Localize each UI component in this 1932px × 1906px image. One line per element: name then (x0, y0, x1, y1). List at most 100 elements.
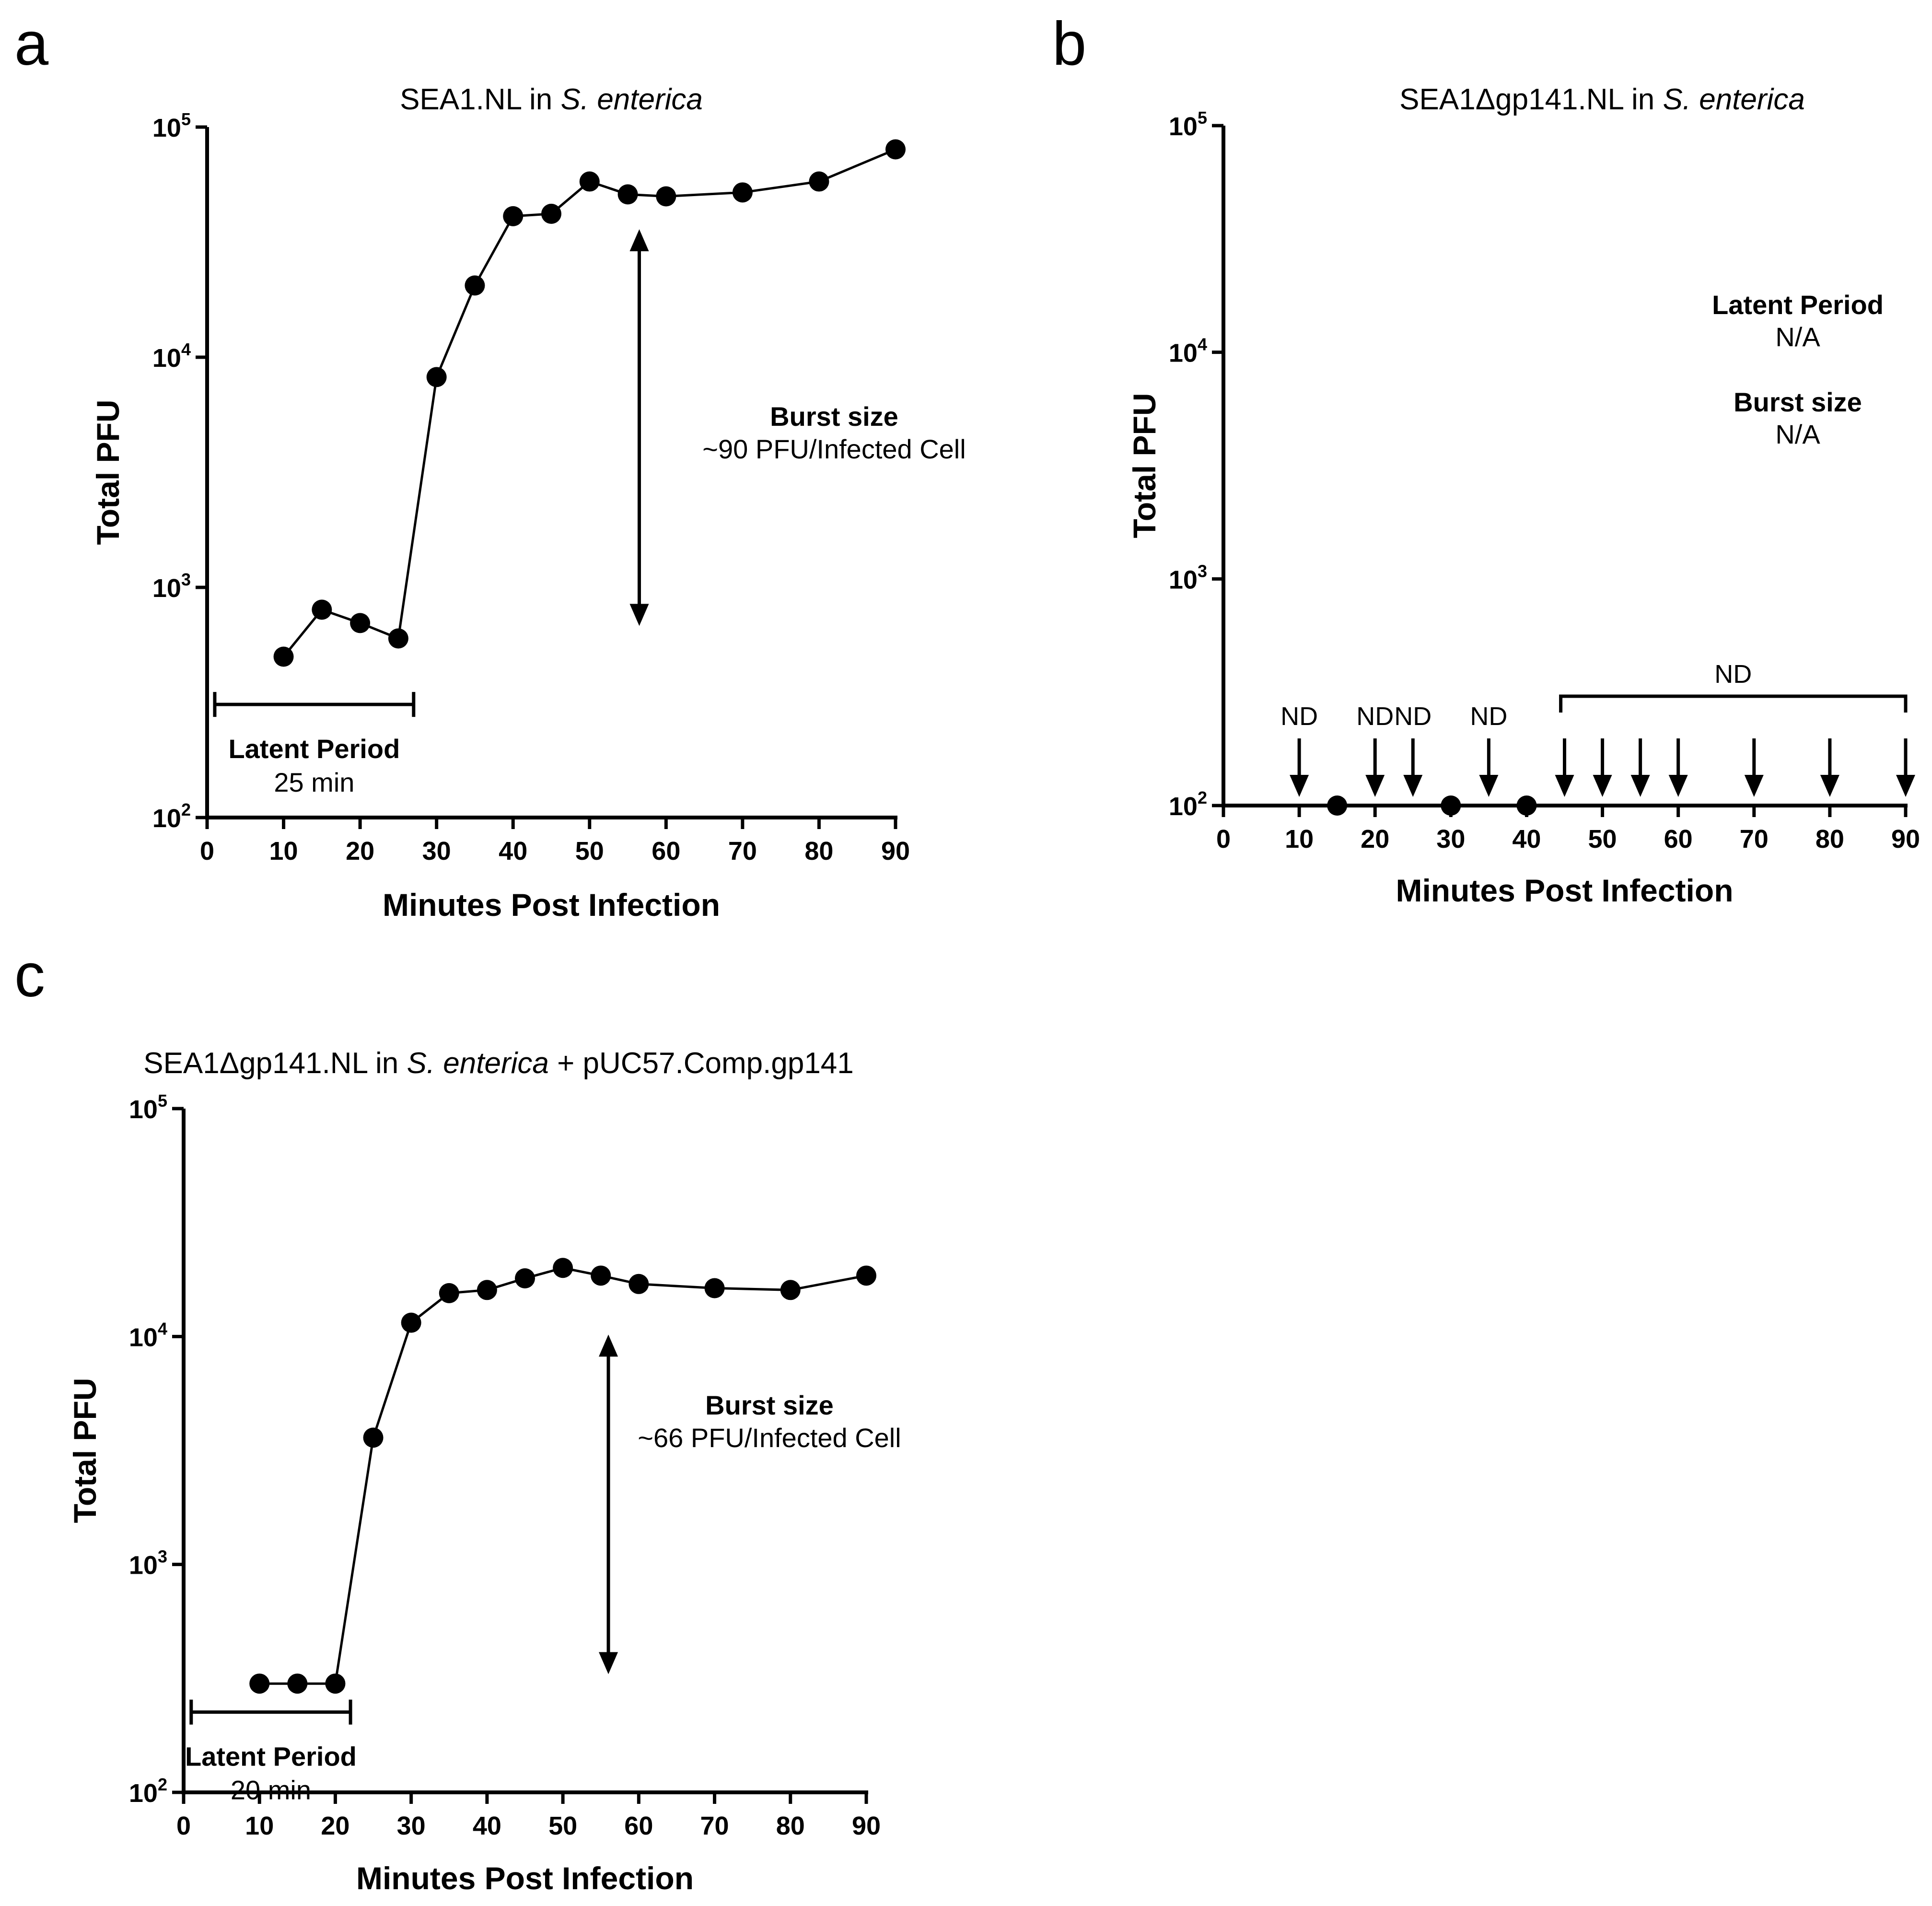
y-tick-exponent: 4 (1198, 335, 1207, 354)
y-tick-exponent: 5 (1198, 108, 1207, 128)
x-tick-label: 50 (575, 837, 604, 865)
x-tick-label: 70 (700, 1812, 729, 1840)
title-text: SEA1Δgp141.NL in (143, 1047, 407, 1080)
data-point (732, 182, 753, 203)
latent-period-value: 20 min (231, 1775, 311, 1805)
x-tick-label: 40 (499, 837, 527, 865)
data-point (401, 1312, 421, 1333)
y-tick-base: 10 (152, 804, 181, 833)
x-tick-label: 10 (1285, 825, 1314, 854)
data-point (856, 1265, 876, 1286)
nd-bracket (1559, 694, 1908, 713)
x-tick-label: 80 (776, 1812, 805, 1840)
data-point (617, 184, 638, 205)
burst-size-value: ~66 PFU/Infected Cell (638, 1423, 901, 1453)
y-axis-label: Total PFU (90, 399, 126, 545)
data-point (1441, 795, 1461, 816)
data-point (704, 1278, 725, 1298)
y-tick-label: 104 (129, 1319, 167, 1352)
burst-size-value: ~90 PFU/Infected Cell (702, 434, 966, 464)
title-species: S. enterica (1663, 83, 1804, 116)
x-tick-label: 0 (1216, 825, 1231, 854)
x-tick-label: 40 (473, 1812, 501, 1840)
y-tick-base: 10 (129, 1095, 158, 1124)
panel-a: a SEA1.NL in S. enterica 0 10 20 30 40 50 60 70 80… (14, 10, 966, 923)
chart-title: SEA1Δgp141.NL in S. enterica + pUC57.Com… (143, 1047, 854, 1080)
data-point (591, 1265, 611, 1286)
arrowhead (1668, 775, 1688, 797)
data-point (553, 1258, 573, 1278)
y-axis-label: Total PFU (67, 1378, 103, 1523)
x-tick-label: 60 (652, 837, 680, 865)
title-suffix: + pUC57.Comp.gp141 (549, 1047, 854, 1080)
x-tick-label: 80 (804, 837, 833, 865)
y-tick-base: 10 (152, 344, 181, 373)
y-tick-exponent: 2 (158, 1775, 167, 1794)
title-text: SEA1.NL in (400, 83, 560, 116)
y-tick-base: 10 (129, 1323, 158, 1352)
data-point (1327, 795, 1348, 816)
data-point (249, 1673, 270, 1694)
y-tick-exponent: 4 (158, 1319, 167, 1338)
panel-letter: b (1052, 10, 1086, 78)
nd-label: ND (1394, 702, 1432, 731)
x-tick-label: 90 (1891, 825, 1920, 854)
title-text: SEA1Δgp141.NL in (1399, 83, 1663, 116)
arrowhead (629, 229, 649, 251)
y-tick-base: 10 (1169, 112, 1198, 141)
data-point (388, 628, 408, 649)
x-tick-label: 20 (321, 1812, 349, 1840)
x-tick-label: 90 (852, 1812, 881, 1840)
y-tick-base: 10 (1169, 339, 1198, 368)
x-tick-label: 10 (245, 1812, 274, 1840)
data-point (439, 1283, 459, 1303)
x-tick-label: 10 (269, 837, 298, 865)
x-axis-label: Minutes Post Infection (383, 887, 720, 923)
y-tick-exponent: 3 (1198, 561, 1207, 581)
y-tick-exponent: 4 (181, 339, 191, 359)
y-tick-label: 102 (129, 1775, 167, 1808)
data-point (287, 1673, 308, 1694)
data-point (325, 1673, 346, 1694)
y-tick-exponent: 2 (181, 800, 191, 819)
panel-letter: c (14, 941, 45, 1010)
title-species: S. enterica (407, 1047, 548, 1080)
y-tick-label: 103 (152, 570, 191, 603)
series-line (259, 1266, 867, 1685)
y-tick-label: 103 (1169, 561, 1207, 594)
y-tick-base: 10 (129, 1551, 158, 1580)
data-point (780, 1280, 801, 1300)
x-tick-label: 60 (1664, 825, 1693, 854)
nd-label: ND (1356, 702, 1394, 731)
data-point (541, 203, 561, 224)
y-tick-label: 103 (129, 1547, 167, 1580)
y-tick-exponent: 3 (181, 570, 191, 589)
arrowhead (1896, 775, 1915, 797)
data-point (515, 1268, 535, 1288)
data-point (477, 1280, 497, 1300)
y-tick-label: 105 (129, 1091, 167, 1124)
y-tick-exponent: 2 (1198, 788, 1207, 807)
burst-size-label: Burst size (770, 401, 898, 432)
x-tick-label: 30 (397, 1812, 426, 1840)
x-tick-label: 70 (728, 837, 757, 865)
data-point (1516, 795, 1537, 816)
nd-label: ND (1280, 702, 1318, 731)
x-tick-label: 50 (1588, 825, 1617, 854)
x-tick-label: 20 (346, 837, 374, 865)
y-tick-label: 102 (152, 800, 191, 833)
x-tick-label: 30 (422, 837, 451, 865)
y-tick-base: 10 (1169, 792, 1198, 821)
chart-title: SEA1.NL in S. enterica (400, 83, 703, 116)
data-point (426, 367, 447, 387)
panel-letter: a (14, 10, 49, 78)
y-tick-label: 104 (1169, 335, 1207, 368)
x-tick-label: 30 (1436, 825, 1465, 854)
y-tick-label: 102 (1169, 788, 1207, 821)
arrowhead (1820, 775, 1839, 797)
x-tick-label: 70 (1740, 825, 1769, 854)
data-point (503, 206, 524, 226)
x-tick-label: 0 (176, 1812, 191, 1840)
arrowhead (1555, 775, 1574, 797)
